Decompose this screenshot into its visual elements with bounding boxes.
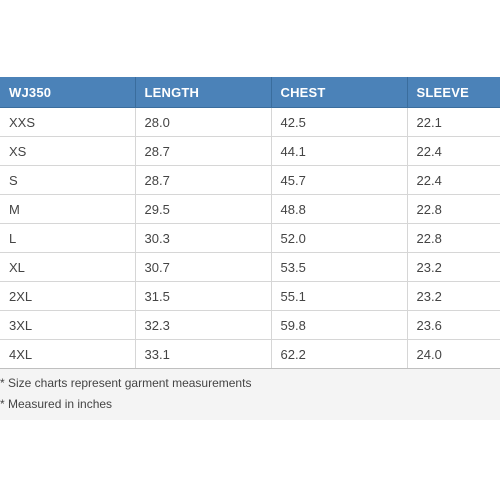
chest-cell: 52.0 — [271, 223, 408, 253]
size-cell: L — [0, 223, 136, 253]
size-cell: M — [0, 194, 136, 224]
footnote-garment-measurements: * Size charts represent garment measurem… — [0, 376, 252, 390]
sleeve-cell: 24.0 — [407, 339, 500, 369]
table-row: 3XL 32.3 59.8 23.6 — [0, 310, 500, 340]
chest-cell: 55.1 — [271, 281, 408, 311]
table-body: XXS 28.0 42.5 22.1 XS 28.7 44.1 22.4 S 2… — [0, 107, 500, 369]
footnotes: * Size charts represent garment measurem… — [0, 375, 500, 417]
table-row: XS 28.7 44.1 22.4 — [0, 136, 500, 166]
sleeve-cell: 22.4 — [407, 136, 500, 166]
sleeve-cell: 22.1 — [407, 107, 500, 137]
length-cell: 28.0 — [135, 107, 272, 137]
header-row: WJ350 LENGTH CHEST SLEEVE — [0, 77, 500, 108]
footnote-units: * Measured in inches — [0, 397, 113, 411]
chest-cell: 59.8 — [271, 310, 408, 340]
chest-cell: 42.5 — [271, 107, 408, 137]
table-row: S 28.7 45.7 22.4 — [0, 165, 500, 195]
length-cell: 33.1 — [135, 339, 272, 369]
sleeve-cell: 22.4 — [407, 165, 500, 195]
length-cell: 28.7 — [135, 136, 272, 166]
header-length: LENGTH — [135, 77, 272, 108]
chest-cell: 53.5 — [271, 252, 408, 282]
length-cell: 32.3 — [135, 310, 272, 340]
length-cell: 30.3 — [135, 223, 272, 253]
chest-cell: 62.2 — [271, 339, 408, 369]
table-row: XXS 28.0 42.5 22.1 — [0, 107, 500, 137]
size-cell: 3XL — [0, 310, 136, 340]
table-row: XL 30.7 53.5 23.2 — [0, 252, 500, 282]
size-cell: XS — [0, 136, 136, 166]
sleeve-cell: 23.6 — [407, 310, 500, 340]
sleeve-cell: 22.8 — [407, 194, 500, 224]
size-cell: 2XL — [0, 281, 136, 311]
chest-cell: 45.7 — [271, 165, 408, 195]
length-cell: 31.5 — [135, 281, 272, 311]
sleeve-cell: 22.8 — [407, 223, 500, 253]
table-header: WJ350 LENGTH CHEST SLEEVE — [0, 77, 500, 108]
header-style-code: WJ350 — [0, 77, 136, 108]
size-cell: XXS — [0, 107, 136, 137]
chest-cell: 48.8 — [271, 194, 408, 224]
size-cell: XL — [0, 252, 136, 282]
sleeve-cell: 23.2 — [407, 281, 500, 311]
chest-cell: 44.1 — [271, 136, 408, 166]
size-chart-table: WJ350 LENGTH CHEST SLEEVE XXS 28.0 42.5 … — [0, 77, 500, 369]
header-chest: CHEST — [271, 77, 408, 108]
size-cell: 4XL — [0, 339, 136, 369]
header-sleeve: SLEEVE — [407, 77, 500, 108]
length-cell: 28.7 — [135, 165, 272, 195]
table-row: 4XL 33.1 62.2 24.0 — [0, 339, 500, 369]
table-row: L 30.3 52.0 22.8 — [0, 223, 500, 253]
size-cell: S — [0, 165, 136, 195]
table-row: M 29.5 48.8 22.8 — [0, 194, 500, 224]
length-cell: 29.5 — [135, 194, 272, 224]
length-cell: 30.7 — [135, 252, 272, 282]
table-row: 2XL 31.5 55.1 23.2 — [0, 281, 500, 311]
sleeve-cell: 23.2 — [407, 252, 500, 282]
